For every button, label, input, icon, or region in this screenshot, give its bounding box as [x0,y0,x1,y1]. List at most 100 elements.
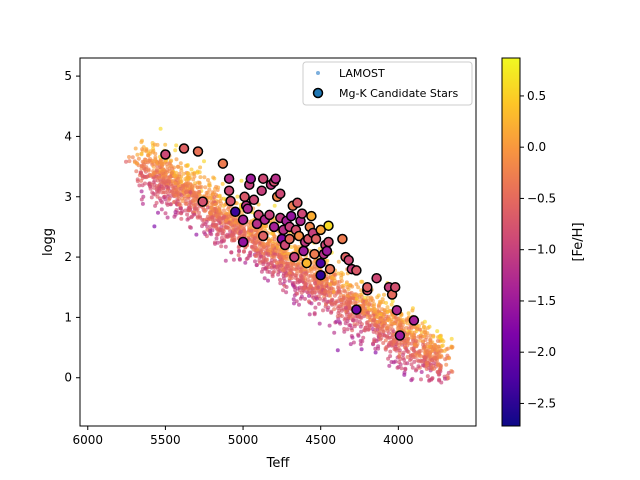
lamost-point [164,184,169,189]
lamost-point [431,334,436,339]
lamost-point [186,206,191,211]
lamost-point [261,255,266,260]
candidate-star-point [389,281,401,293]
candidate-star-point [315,269,326,281]
lamost-point [308,284,313,289]
lamost-point [270,244,275,249]
lamost-point [449,336,454,341]
lamost-point [439,344,444,349]
lamost-point [175,199,180,204]
lamost-point [436,344,441,349]
lamost-point [332,330,337,335]
lamost-point [345,327,350,332]
lamost-point [189,167,194,172]
lamost-point [381,341,386,345]
lamost-point [207,181,212,186]
lamost-point [399,366,404,371]
lamost-point [154,184,159,189]
lamost-point [262,276,267,281]
lamost-point [265,257,270,262]
candidate-star-point [324,263,336,275]
lamost-point [174,187,179,191]
lamost-point [255,251,260,256]
candidate-star-point [237,214,249,225]
colorbar-label: [Fe/H] [571,222,586,261]
lamost-point [156,190,161,195]
candidate-star-point [371,272,382,284]
lamost-point [435,370,440,375]
lamost-point [254,263,259,268]
lamost-point [202,230,207,235]
x-axis-label: Teff [266,456,291,471]
lamost-point [338,293,343,297]
lamost-point [358,319,362,324]
lamost-point [141,164,146,169]
lamost-point [327,286,332,291]
lamost-point [137,183,142,188]
lamost-point [146,153,150,158]
candidate-star-point [315,257,326,269]
lamost-point [347,299,352,304]
lamost-point [279,260,283,265]
candidate-star-point [293,230,305,242]
lamost-point [222,208,226,213]
lamost-point [181,171,186,176]
lamost-point [336,259,341,264]
lamost-point [299,269,303,274]
lamost-point [175,164,180,169]
lamost-point [224,211,229,216]
lamost-point [442,348,447,353]
candidate-star-point [237,236,249,248]
lamost-point [419,370,424,374]
lamost-point [378,337,383,342]
lamost-point [438,366,443,371]
lamost-point [382,292,386,297]
candidate-star-point [178,143,190,154]
candidate-star-point [239,191,250,203]
legend-marker-lamost [316,71,320,75]
lamost-point [168,202,173,207]
lamost-point [424,367,429,371]
lamost-point [221,217,225,222]
lamost-point [339,314,344,319]
lamost-point [261,245,266,250]
lamost-point [194,232,199,237]
lamost-point [208,224,213,229]
y-tick-label: 1 [64,310,72,324]
candidate-star-point [257,230,269,242]
candidate-star-point [323,236,334,248]
candidate-star-point [270,173,281,184]
lamost-point [161,186,166,191]
lamost-point [199,185,204,189]
lamost-point [127,155,131,159]
lamost-point [173,148,178,153]
lamost-point [179,168,184,173]
lamost-point [212,240,217,245]
lamost-point [259,248,264,253]
lamost-point [358,298,363,303]
lamost-point [446,376,451,380]
lamost-point [263,266,268,271]
lamost-point [139,152,144,157]
lamost-point [234,201,239,206]
lamost-point [347,323,352,328]
lamost-point [307,293,311,298]
lamost-point [345,285,350,290]
lamost-point [253,259,257,264]
lamost-point [242,233,247,238]
lamost-point [168,163,173,168]
lamost-point [405,355,410,359]
lamost-point [272,264,277,269]
lamost-point [427,358,432,363]
lamost-point [139,189,144,194]
lamost-point [435,361,440,366]
lamost-point [185,163,190,167]
lamost-point [265,241,270,246]
lamost-point [237,249,242,254]
colorbar-tick-label: 0.5 [527,89,546,103]
candidate-star-point [285,210,297,222]
lamost-point [415,326,419,331]
lamost-point [335,348,340,353]
lamost-point [152,142,157,147]
lamost-point [269,247,274,252]
